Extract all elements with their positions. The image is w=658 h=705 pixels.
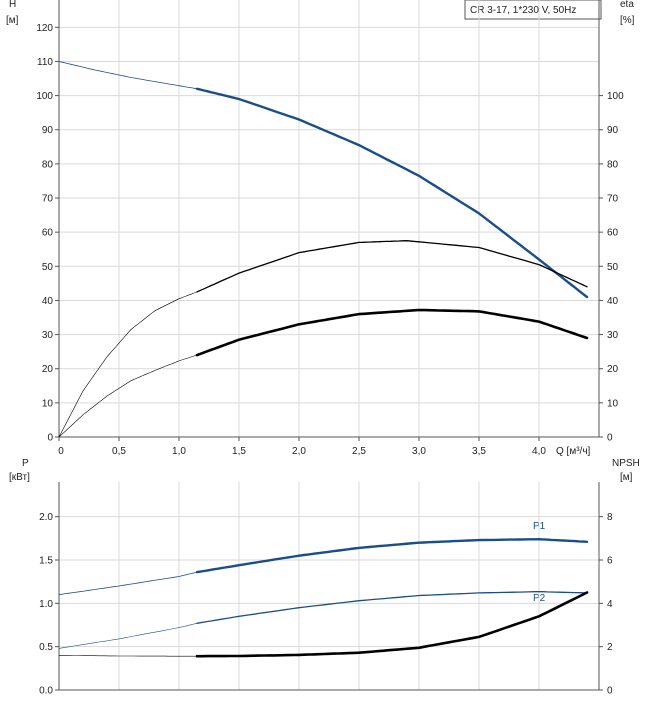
top-y2tick-label: 20: [607, 364, 619, 375]
top-y2tick-label: 100: [607, 91, 624, 102]
top-ytick-label: 100: [36, 91, 53, 102]
p1-curve: [195, 538, 589, 574]
xtick-label: 3,0: [412, 446, 426, 457]
xtick-label: 1,5: [232, 446, 246, 457]
top-ytick-label: 90: [42, 125, 54, 136]
top-xlabel: Q [м³/ч]: [556, 446, 591, 457]
bottom-y2tick-label: 8: [607, 512, 613, 523]
xtick-label: 0,5: [112, 446, 126, 457]
bottom-y2tick-label: 4: [607, 599, 613, 610]
top-ytick-label: 120: [36, 23, 53, 34]
npsh-curve: [195, 591, 589, 658]
bottom-y2tick-label: 2: [607, 642, 613, 653]
bottom-ytick-label: 0.5: [39, 642, 53, 653]
legend-box-label: CR 3-17, 1*230 V, 50Hz: [470, 5, 576, 16]
xtick-label: 0: [58, 446, 64, 457]
top-ytick-label: 10: [42, 398, 54, 409]
top-ytick-label: 80: [42, 159, 54, 170]
h-curve: [195, 87, 589, 299]
bottom-y2label-unit: [м]: [620, 472, 633, 483]
eta_pump-curve-extended: [58, 291, 198, 438]
xtick-label: 1,0: [172, 446, 186, 457]
xtick-label: 2,0: [292, 446, 306, 457]
bottom-ytick-label: 2.0: [39, 512, 53, 523]
top-y2tick-label: 40: [607, 296, 619, 307]
bottom-ytick-label: 1.5: [39, 556, 53, 567]
bottom-ytick-label: 1.0: [39, 599, 53, 610]
npsh-curve-extended: [58, 655, 197, 657]
bottom-ytick-label: 0.0: [39, 686, 53, 697]
top-y2tick-label: 10: [607, 398, 619, 409]
eta_pump-curve: [196, 240, 588, 293]
top-y2tick-label: 90: [607, 125, 619, 136]
top-y2label: eta: [620, 0, 634, 10]
top-ytick-label: 30: [42, 330, 54, 341]
top-ytick-label: 0: [47, 433, 53, 444]
bottom-y2label: NPSH: [612, 458, 640, 469]
top-ylabel: H: [9, 0, 16, 10]
top-ytick-label: 70: [42, 194, 54, 205]
top-ytick-label: 50: [42, 262, 54, 273]
top-y2tick-label: 50: [607, 262, 619, 273]
chart-dynamic-layer: 0102030405060708090100110120010203040506…: [36, 0, 624, 697]
xtick-label: 3,5: [472, 446, 486, 457]
top-ylabel-unit: [м]: [6, 15, 19, 26]
eta_total-curve-extended: [58, 354, 198, 438]
top-ytick-label: 40: [42, 296, 54, 307]
h-curve-extended: [58, 61, 198, 90]
top-y2tick-label: 80: [607, 159, 619, 170]
p2-curve-extended: [58, 623, 198, 649]
top-y2tick-label: 0: [607, 433, 613, 444]
top-ytick-label: 20: [42, 364, 54, 375]
top-y2tick-label: 70: [607, 194, 619, 205]
top-ytick-label: 110: [37, 57, 53, 68]
top-y2tick-label: 30: [607, 330, 619, 341]
xtick-label: 4,0: [532, 446, 546, 457]
bottom-y2tick-label: 0: [607, 686, 613, 697]
p1-curve-extended: [58, 571, 198, 596]
legend-box: [464, 0, 602, 20]
top-ytick-label: 60: [42, 228, 54, 239]
top-y2label-unit: [%]: [620, 15, 635, 26]
eta_total-curve: [195, 308, 589, 357]
bottom-ylabel-unit: [кВт]: [9, 472, 30, 483]
top-y2tick-label: 60: [607, 228, 619, 239]
p2-curve: [196, 590, 588, 624]
bottom-ylabel: P: [22, 458, 29, 469]
bottom-y2tick-label: 6: [607, 556, 613, 567]
xtick-label: 2,5: [352, 446, 366, 457]
